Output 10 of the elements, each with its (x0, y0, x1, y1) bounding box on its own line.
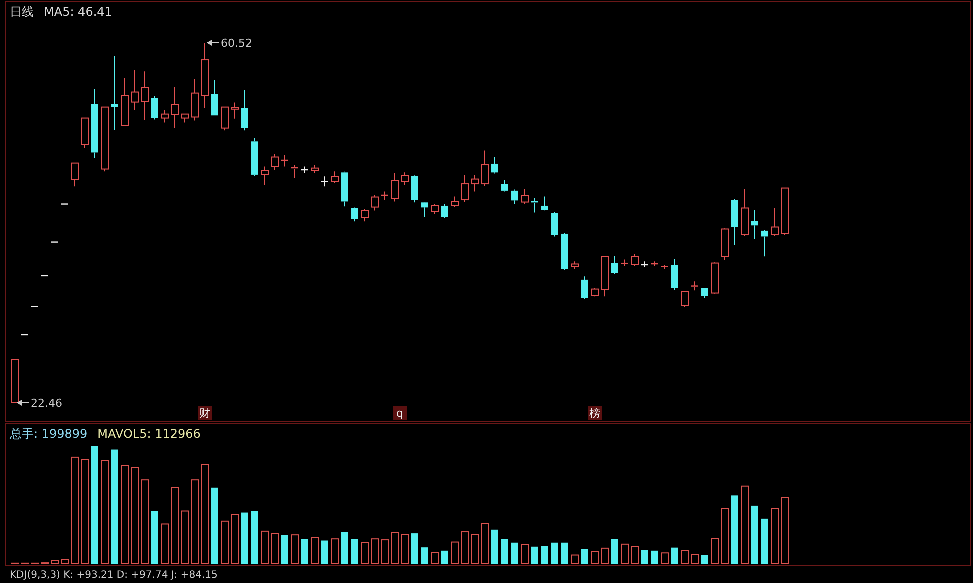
text: q (396, 407, 404, 420)
chart-title: 日线 (10, 5, 34, 19)
chart-subtitle: MAVOL5: 112966 (98, 427, 201, 441)
annotation: 22.46 (31, 397, 62, 410)
chart-title: 总手: 199899 (9, 427, 88, 441)
text: 财 (200, 407, 210, 420)
text: 榜 (590, 407, 600, 420)
text: KDJ(9,3,3) K: +93.21 D: +97.74 J: +84.15 (10, 570, 218, 581)
annotation: 60.52 (221, 37, 252, 50)
chart-subtitle: MA5: 46.41 (44, 5, 112, 19)
